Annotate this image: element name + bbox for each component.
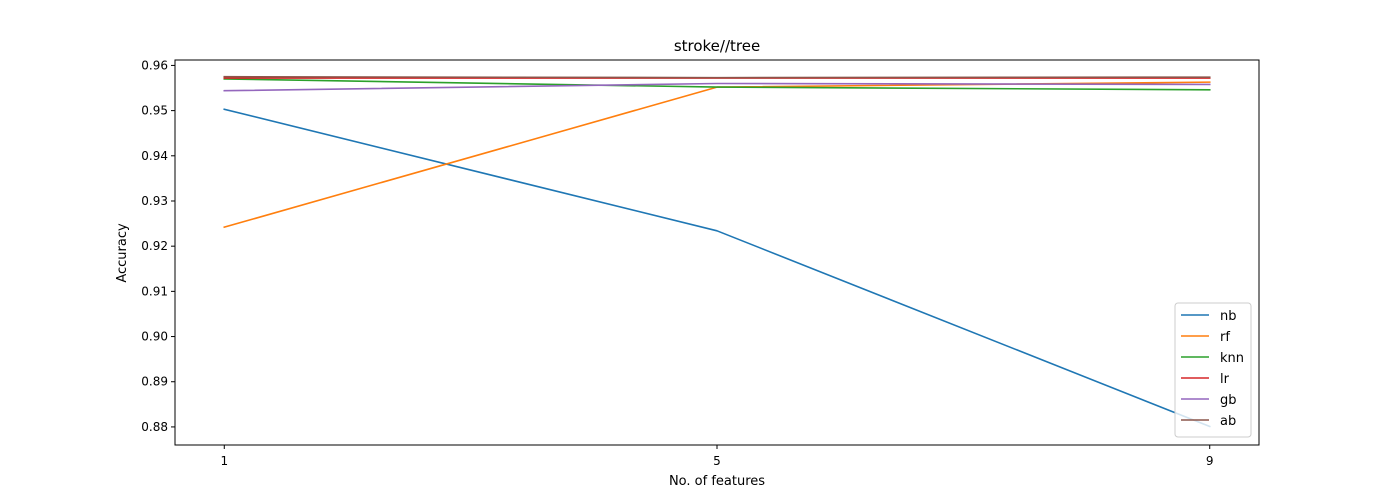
y-tick-label: 0.96 [141, 58, 168, 72]
legend-label-knn: knn [1220, 351, 1244, 366]
y-axis-label: Accuracy [115, 223, 130, 283]
legend-label-rf: rf [1220, 330, 1230, 345]
legend-label-gb: gb [1220, 393, 1237, 408]
chart-title: stroke//tree [674, 37, 760, 55]
x-axis-label: No. of features [669, 474, 765, 489]
axes-frame [174, 59, 1260, 446]
y-tick-label: 0.89 [141, 375, 168, 389]
legend-label-lr: lr [1220, 372, 1230, 387]
x-tick-label: 1 [220, 454, 228, 468]
series-line-nb [223, 108, 1211, 428]
legend: nb rf knn lr gb ab [1174, 302, 1252, 438]
x-tick-label: 9 [1206, 454, 1214, 468]
y-tick-label: 0.90 [141, 330, 168, 344]
series-line-ab [223, 75, 1211, 79]
series-line-knn [223, 78, 1211, 91]
legend-box [1174, 302, 1252, 438]
y-tick-label: 0.93 [141, 194, 168, 208]
y-tick-label: 0.94 [141, 149, 168, 163]
series-line-rf [223, 81, 1211, 229]
y-tick-label: 0.91 [141, 284, 168, 298]
y-tick-label: 0.95 [141, 104, 168, 118]
legend-label-nb: nb [1220, 309, 1237, 324]
y-tick-label: 0.88 [141, 420, 168, 434]
plot-area: 1 5 9 0.88 0.89 0.90 0.91 0.92 0.93 0.94 0.95 0.96 [141, 58, 1260, 468]
y-tick-label: 0.92 [141, 239, 168, 253]
x-tick-label: 5 [713, 454, 721, 468]
series-line-gb [223, 82, 1211, 92]
legend-label-ab: ab [1220, 414, 1236, 429]
